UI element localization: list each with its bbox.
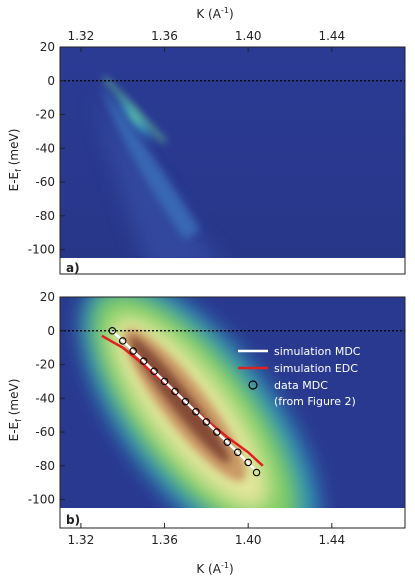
- bottom-x-axis-title: K (A-1): [196, 561, 233, 576]
- y-tick-label: 20: [40, 40, 55, 54]
- data-mdc-point: [252, 468, 261, 477]
- y-tick-label: -80: [35, 459, 55, 473]
- panel-b-y-axis-title: E-Ef (meV): [7, 379, 23, 442]
- y-tick-label: -100: [28, 493, 55, 507]
- y-tick-label: -100: [28, 243, 55, 257]
- data-mdc-point: [223, 438, 232, 446]
- panel-b-legend: simulation MDC simulation EDC data MDC (…: [238, 345, 361, 408]
- data-mdc-point: [192, 408, 200, 416]
- panel-a-label: a): [66, 261, 80, 275]
- data-mdc-point: [244, 458, 252, 467]
- legend-label-simulation-mdc: simulation MDC: [274, 345, 361, 358]
- panel-a-y-ticks: 20 0 -20 -40 -60 -80 -100: [28, 40, 65, 257]
- panel-a-y-axis-title: E-Ef (meV): [7, 129, 23, 192]
- data-mdc-point: [213, 428, 221, 436]
- y-tick-label: -20: [35, 358, 55, 372]
- y-tick-label: -40: [35, 391, 55, 405]
- legend-label-data-mdc: data MDC: [274, 379, 328, 392]
- panel-a-intensity: [95, 76, 230, 274]
- data-mdc-point: [139, 357, 148, 365]
- data-mdc-point: [202, 418, 211, 426]
- panel-a-frame: [59, 46, 406, 275]
- series-simulation-mdc: [111, 329, 256, 471]
- panel-a: a) 1.32 1.36 1.40 1.44 200-20-40-60-80-100 …: [7, 29, 406, 275]
- data-mdc-point: [129, 347, 137, 355]
- data-mdc-point: [181, 397, 190, 406]
- panel-b-x-ticks: 1.32 1.36 1.40 1.44: [68, 523, 345, 547]
- x-tick-label: 1.36: [151, 29, 178, 43]
- data-mdc-point: [160, 377, 169, 386]
- series-data-mdc: [108, 327, 261, 477]
- legend-label-simulation-edc: simulation EDC: [274, 362, 358, 375]
- y-tick-label: -60: [35, 425, 55, 439]
- y-tick-label: -20: [35, 108, 55, 122]
- y-tick-label: -40: [35, 141, 55, 155]
- panel-b-label: b): [66, 513, 80, 527]
- data-mdc-point: [150, 367, 158, 376]
- panel-a-label-area: [60, 258, 405, 274]
- legend-label-from-figure: (from Figure 2): [274, 395, 356, 408]
- panel-b-frame: [59, 296, 406, 529]
- x-tick-label: 1.44: [318, 29, 345, 43]
- panel-b: b) simulation MDC simulation EDC data MD…: [7, 290, 406, 547]
- x-tick-label: 1.32: [68, 533, 95, 547]
- y-tick-label: 0: [47, 324, 55, 338]
- x-tick-label: 1.40: [235, 533, 262, 547]
- y-tick-label: 20: [40, 290, 55, 304]
- panel-b-y-ticks: 20 0 -20 -40 -60 -80 -100: [28, 290, 65, 507]
- y-tick-label: -60: [35, 175, 55, 189]
- x-tick-label: 1.40: [235, 29, 262, 43]
- x-tick-label: 1.44: [318, 533, 345, 547]
- data-mdc-point: [118, 337, 127, 345]
- x-tick-label: 1.36: [151, 533, 178, 547]
- data-mdc-point: [233, 448, 242, 457]
- y-tick-label: 0: [47, 74, 55, 88]
- x-tick-label: 1.32: [68, 29, 95, 43]
- data-mdc-point: [171, 387, 179, 396]
- top-x-axis-title: K (A-1): [196, 6, 233, 21]
- panel-a-x-ticks: 1.32 1.36 1.40 1.44: [68, 29, 345, 52]
- legend-swatch-data-mdc: [248, 380, 258, 390]
- y-tick-label: -80: [35, 209, 55, 223]
